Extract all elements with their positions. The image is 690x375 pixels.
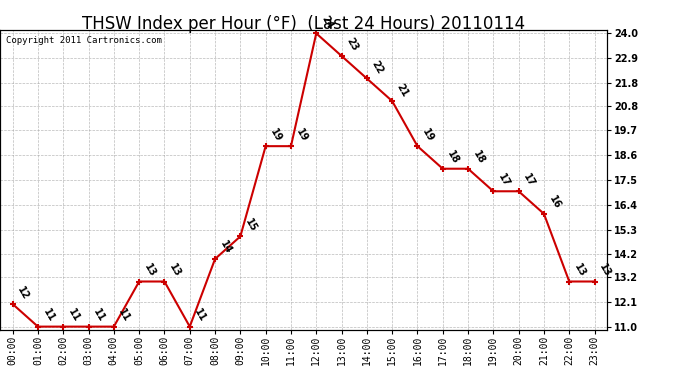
Text: 12: 12 — [15, 285, 31, 301]
Text: 13: 13 — [167, 262, 183, 279]
Text: 18: 18 — [446, 149, 461, 166]
Text: 14: 14 — [218, 240, 233, 256]
Text: 22: 22 — [370, 59, 385, 76]
Text: 13: 13 — [142, 262, 157, 279]
Text: 11: 11 — [117, 307, 132, 324]
Text: 19: 19 — [420, 127, 435, 143]
Text: THSW Index per Hour (°F)  (Last 24 Hours) 20110114: THSW Index per Hour (°F) (Last 24 Hours)… — [82, 15, 525, 33]
Text: 11: 11 — [41, 307, 56, 324]
Text: 11: 11 — [66, 307, 81, 324]
Text: 21: 21 — [395, 82, 411, 98]
Text: 17: 17 — [522, 172, 537, 189]
Text: 13: 13 — [572, 262, 587, 279]
Text: Copyright 2011 Cartronics.com: Copyright 2011 Cartronics.com — [6, 36, 162, 45]
Text: 11: 11 — [91, 307, 107, 324]
Text: 16: 16 — [546, 194, 562, 211]
Text: 19: 19 — [268, 127, 284, 143]
Text: 18: 18 — [471, 149, 486, 166]
Text: 24: 24 — [319, 14, 335, 31]
Text: 15: 15 — [243, 217, 259, 234]
Text: 23: 23 — [344, 36, 359, 53]
Text: 19: 19 — [294, 127, 309, 143]
Text: 13: 13 — [598, 262, 613, 279]
Text: 17: 17 — [496, 172, 511, 189]
Text: 11: 11 — [193, 307, 208, 324]
